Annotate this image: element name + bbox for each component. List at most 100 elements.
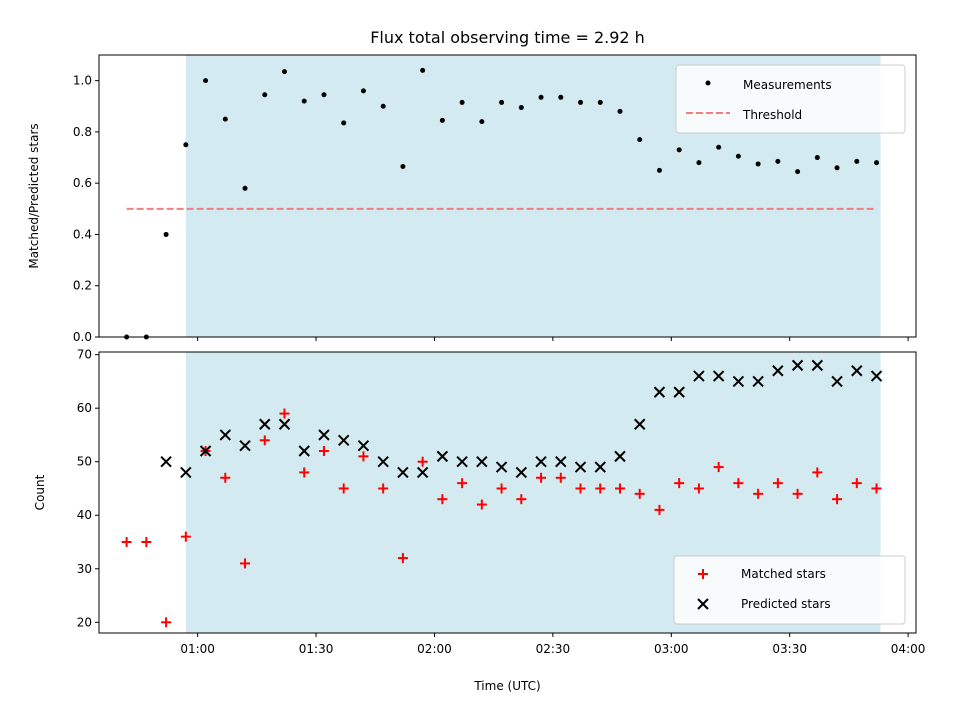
predicted-star-point — [673, 386, 685, 398]
matched-star-point — [141, 537, 152, 548]
measurement-point — [400, 164, 406, 170]
legend-matched-label: Matched stars — [741, 567, 826, 581]
measurement-point — [479, 119, 485, 125]
matched-star-point — [851, 478, 862, 489]
predicted-star-point — [574, 461, 587, 473]
predicted-star-point — [535, 456, 547, 468]
predicted-star-point — [337, 434, 350, 447]
legend-plus-glyph — [698, 569, 708, 579]
predicted-star-point — [693, 370, 705, 382]
predicted-star-point — [456, 456, 468, 468]
predicted-star-point — [476, 456, 488, 468]
measurement-point — [439, 117, 445, 123]
measurement-point — [262, 92, 268, 98]
measurement-point — [578, 99, 584, 105]
matched-star-point — [338, 483, 349, 494]
y-tick-label: 0.0 — [73, 330, 92, 344]
bottom-y-axis-label: Count — [33, 474, 47, 510]
top-x-ticks — [197, 337, 909, 341]
measurement-point — [538, 94, 544, 100]
y-tick-label: 60 — [77, 401, 92, 415]
matched-star-point — [457, 478, 468, 489]
measurement-point — [676, 147, 682, 153]
legend-x-glyph — [697, 598, 709, 610]
predicted-star-point — [397, 466, 409, 479]
chart-title: Flux total observing time = 2.92 h — [370, 28, 645, 47]
y-tick-label: 30 — [77, 562, 92, 576]
predicted-star-point — [495, 461, 508, 473]
bottom-legend: Matched stars Predicted stars — [673, 555, 906, 625]
measurement-point — [163, 231, 169, 237]
x-tick-label: 01:00 — [180, 642, 215, 656]
measurement-point — [203, 78, 209, 84]
measurement-point — [656, 167, 662, 173]
measurement-point — [716, 144, 722, 150]
matched-star-point — [812, 467, 823, 478]
predicted-star-point — [278, 418, 291, 430]
measurement-point — [183, 142, 189, 148]
top-axes-frame — [98, 54, 917, 338]
measurement-point — [499, 99, 505, 105]
matched-star-point — [772, 478, 783, 489]
predicted-star-point — [180, 466, 192, 479]
matched-star-point — [279, 408, 290, 419]
measurement-point — [834, 165, 840, 171]
predicted-star-point — [811, 359, 824, 372]
y-tick-label: 0.6 — [73, 176, 92, 190]
predicted-star-point — [199, 445, 212, 457]
measurement-point — [814, 155, 820, 161]
matched-star-point — [397, 553, 408, 564]
measurement-point — [341, 120, 347, 126]
measurement-point — [637, 137, 643, 143]
matched-star-point — [654, 504, 665, 515]
x-tick-label: 02:30 — [536, 642, 571, 656]
measurement-point — [755, 161, 761, 167]
matched-star-point — [595, 483, 606, 494]
x-tick-label: 01:30 — [299, 642, 334, 656]
matched-stars-points — [121, 408, 882, 628]
measurement-point — [735, 153, 741, 159]
predicted-star-point — [219, 429, 232, 441]
legend-measurements-label: Measurements — [743, 78, 832, 92]
predicted-star-point — [594, 461, 606, 473]
predicted-star-point — [515, 466, 528, 479]
measurement-point — [518, 105, 524, 111]
measurement-point — [696, 160, 702, 166]
matched-star-point — [358, 451, 369, 462]
predicted-star-point — [239, 439, 251, 452]
measurement-point — [282, 69, 288, 75]
matched-star-point — [871, 483, 882, 494]
matched-star-point — [516, 494, 527, 505]
x-tick-label: 03:00 — [654, 642, 689, 656]
measurement-point — [420, 67, 426, 73]
bottom-x-ticks: 01:00 01:30 02:00 02:30 03:00 03:30 04:00 — [180, 633, 925, 656]
matched-star-point — [240, 558, 251, 569]
legend-threshold-label: Threshold — [742, 108, 802, 122]
matched-star-point — [121, 537, 132, 548]
y-tick-label: 0.8 — [73, 125, 92, 139]
measurement-point — [597, 99, 603, 105]
bottom-legend-box — [673, 555, 906, 625]
predicted-star-point — [357, 439, 370, 452]
matched-star-point — [575, 483, 586, 494]
legend-predicted-label: Predicted stars — [741, 597, 831, 611]
x-tick-label: 04:00 — [891, 642, 926, 656]
measurement-point — [360, 88, 366, 94]
measurement-point — [301, 98, 307, 104]
predicted-star-point — [870, 370, 883, 382]
y-tick-label: 40 — [77, 508, 92, 522]
matched-star-point — [299, 467, 310, 478]
matched-star-point — [614, 483, 625, 494]
y-tick-label: 20 — [77, 615, 92, 629]
predicted-star-point — [160, 456, 172, 468]
matched-star-point — [733, 478, 744, 489]
x-axis-label: Time (UTC) — [473, 679, 540, 693]
matched-star-point — [437, 494, 448, 505]
measurement-point — [775, 158, 781, 164]
matched-star-point — [180, 531, 191, 542]
y-tick-label: 1.0 — [73, 74, 92, 88]
measurement-point — [380, 103, 386, 109]
matched-star-point — [417, 456, 428, 467]
matched-star-point — [832, 494, 843, 505]
